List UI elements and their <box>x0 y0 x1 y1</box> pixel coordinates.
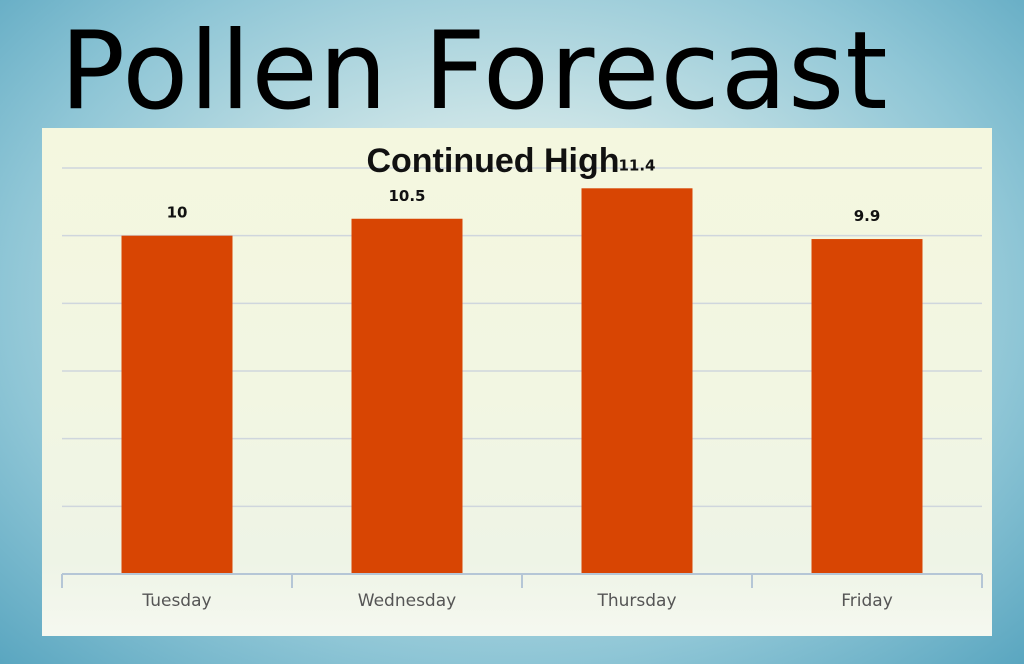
bar-chart: Continued High 10 10.5 11.4 9.9 Tuesday Wedn… <box>61 142 983 611</box>
bar-tuesday <box>121 235 233 574</box>
data-label-thursday: 11.4 <box>618 156 655 174</box>
data-labels: 10 10.5 11.4 9.9 <box>167 156 881 225</box>
x-tick-label-friday: Friday <box>841 591 893 611</box>
chart-panel: Continued High 10 10.5 11.4 9.9 Tuesday Wedn… <box>42 128 992 636</box>
data-label-wednesday: 10.5 <box>388 187 425 205</box>
chart-title: Continued High <box>366 142 619 180</box>
x-axis: Tuesday Wednesday Thursday Friday <box>61 573 983 611</box>
data-label-tuesday: 10 <box>167 204 188 222</box>
page-title: Pollen Forecast <box>60 9 889 134</box>
data-label-friday: 9.9 <box>854 207 881 225</box>
bar-friday <box>811 239 923 575</box>
bar-thursday <box>581 188 693 575</box>
bar-wednesday <box>351 218 463 574</box>
x-tick-label-tuesday: Tuesday <box>141 591 211 611</box>
x-tick-label-wednesday: Wednesday <box>358 591 456 611</box>
x-tick-label-thursday: Thursday <box>596 591 676 611</box>
bars <box>121 188 923 575</box>
